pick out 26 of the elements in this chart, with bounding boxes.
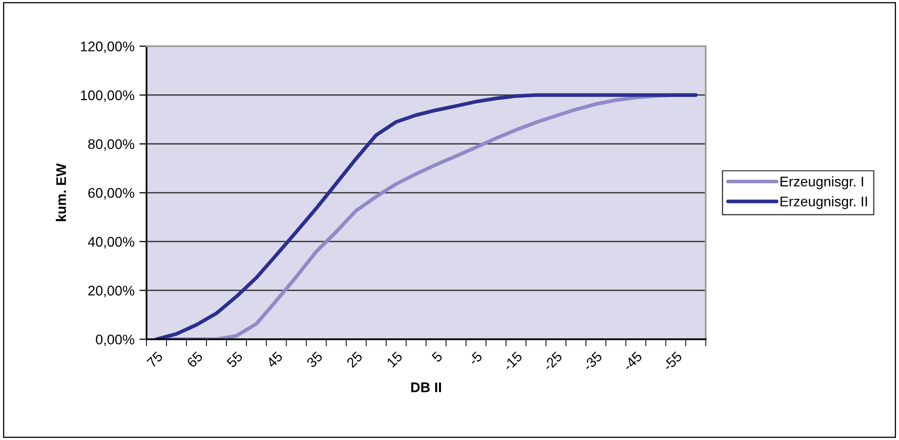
x-tick-label: 15 <box>386 351 403 368</box>
x-tick-label: 45 <box>266 351 284 368</box>
x-tick-label: -15 <box>502 351 523 372</box>
y-axis-title: kum. EW <box>56 163 66 222</box>
x-tick-label: 75 <box>146 351 164 368</box>
y-tick-label: 40,00% <box>88 236 134 248</box>
y-tick-label: 20,00% <box>88 286 134 298</box>
x-tick-label: 5 <box>431 351 443 363</box>
y-tick-label: 0,00% <box>96 334 134 346</box>
x-axis-title: DB II <box>411 382 442 392</box>
line-series <box>154 93 698 340</box>
x-tick-label: 65 <box>186 351 204 368</box>
x-tick-label: 55 <box>226 351 244 368</box>
y-tick-label: 120,00% <box>80 42 134 54</box>
x-tick-label: -35 <box>582 351 603 372</box>
legend-label: Erzeugnisgr. I <box>780 176 864 190</box>
legend-label: Erzeugnisgr. II <box>780 196 867 210</box>
y-tick-label: 100,00% <box>80 90 134 102</box>
x-tick-label: 25 <box>346 351 364 368</box>
x-tick-label: -5 <box>468 351 483 366</box>
x-tick-label: -25 <box>542 351 563 372</box>
x-tick-label: 35 <box>306 351 324 368</box>
x-tick-label: -55 <box>662 351 683 372</box>
x-tick-label: -45 <box>622 351 643 372</box>
y-tick-label: 80,00% <box>88 139 134 151</box>
y-tick-label: 60,00% <box>88 188 134 200</box>
